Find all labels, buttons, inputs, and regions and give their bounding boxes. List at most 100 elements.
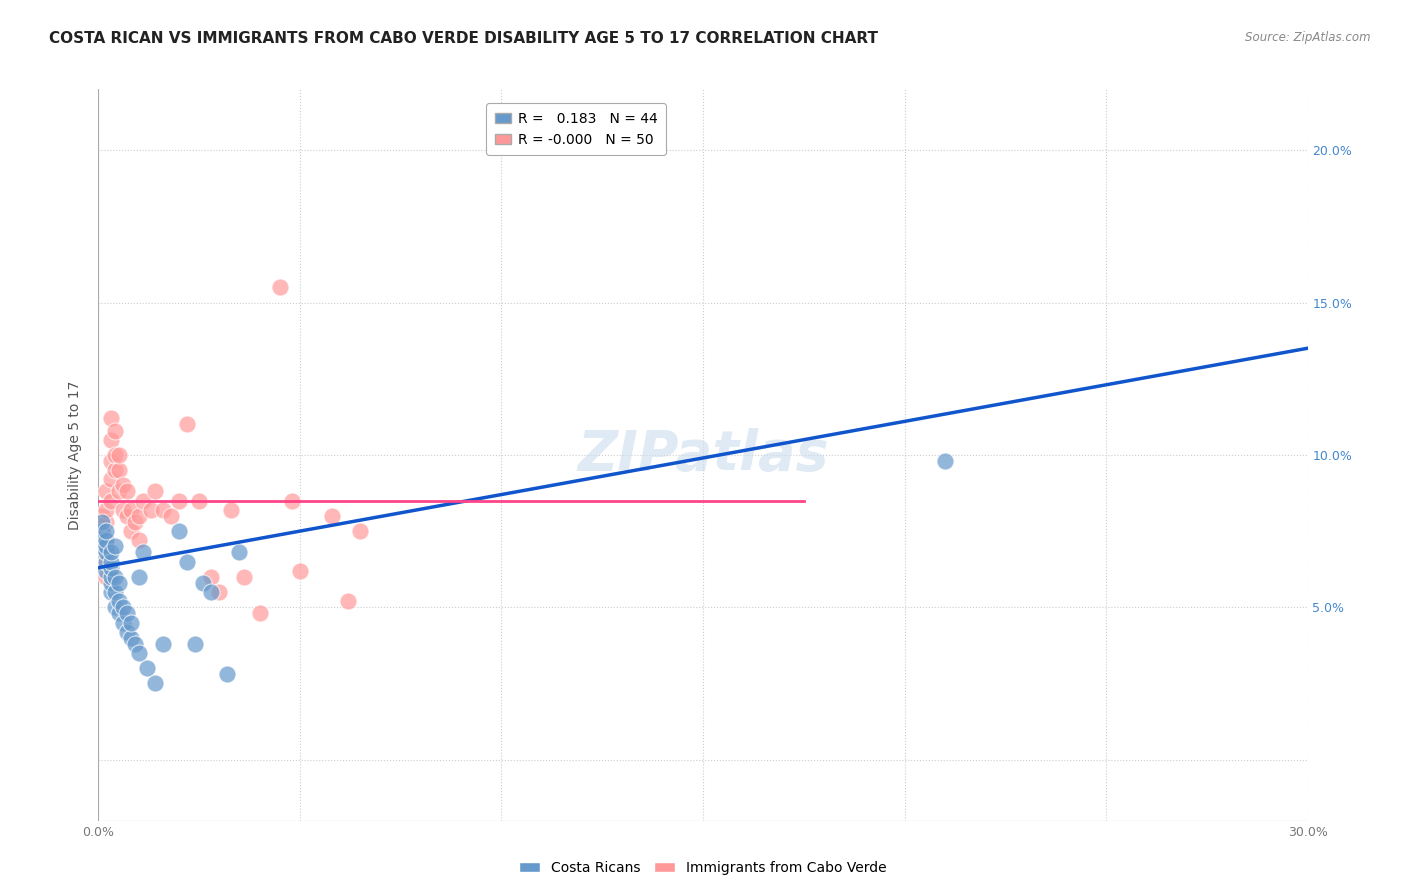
Point: [96, 570, 118, 584]
Point: [152, 502, 174, 516]
Point: [176, 417, 198, 432]
Point: [128, 508, 150, 523]
Point: [193, 576, 215, 591]
Point: [107, 484, 129, 499]
Point: [128, 570, 150, 584]
Point: [103, 539, 125, 553]
Point: [96, 502, 118, 516]
Text: COSTA RICAN VS IMMIGRANTS FROM CABO VERDE DISABILITY AGE 5 TO 17 CORRELATION CHA: COSTA RICAN VS IMMIGRANTS FROM CABO VERD…: [49, 31, 879, 46]
Point: [232, 570, 254, 584]
Point: [91, 533, 114, 548]
Point: [100, 472, 122, 486]
Point: [188, 493, 211, 508]
Point: [103, 424, 125, 438]
Point: [269, 280, 291, 294]
Point: [132, 545, 155, 559]
Point: [120, 502, 142, 516]
Point: [934, 454, 956, 468]
Point: [91, 515, 114, 529]
Point: [228, 545, 250, 559]
Point: [115, 508, 138, 523]
Legend: Costa Ricans, Immigrants from Cabo Verde: Costa Ricans, Immigrants from Cabo Verde: [513, 855, 893, 880]
Text: ZIPatlas: ZIPatlas: [578, 428, 828, 482]
Point: [111, 478, 134, 492]
Point: [100, 555, 122, 569]
Point: [208, 585, 231, 599]
Point: [143, 676, 166, 690]
Point: [349, 524, 371, 538]
Point: [103, 463, 125, 477]
Point: [91, 539, 114, 553]
Point: [249, 607, 271, 621]
Point: [124, 515, 146, 529]
Y-axis label: Disability Age 5 to 17: Disability Age 5 to 17: [69, 380, 83, 530]
Point: [217, 667, 239, 681]
Point: [96, 545, 118, 559]
Point: [100, 585, 122, 599]
Point: [321, 508, 343, 523]
Point: [96, 539, 118, 553]
Legend: R =   0.183   N = 44, R = -0.000   N = 50: R = 0.183 N = 44, R = -0.000 N = 50: [486, 103, 666, 155]
Point: [96, 533, 118, 548]
Point: [96, 515, 118, 529]
Point: [100, 545, 122, 559]
Point: [128, 646, 150, 660]
Point: [288, 564, 311, 578]
Point: [91, 524, 114, 538]
Point: [107, 594, 129, 608]
Point: [200, 585, 222, 599]
Point: [100, 454, 122, 468]
Point: [111, 615, 134, 630]
Point: [111, 600, 134, 615]
Point: [91, 533, 114, 548]
Point: [221, 502, 243, 516]
Point: [115, 624, 138, 639]
Point: [103, 570, 125, 584]
Point: [100, 433, 122, 447]
Point: [96, 524, 118, 538]
Point: [107, 607, 129, 621]
Point: [111, 502, 134, 516]
Point: [128, 533, 150, 548]
Point: [124, 637, 146, 651]
Point: [107, 576, 129, 591]
Point: [139, 502, 162, 516]
Text: Source: ZipAtlas.com: Source: ZipAtlas.com: [1246, 31, 1371, 45]
Point: [281, 493, 304, 508]
Point: [167, 493, 190, 508]
Point: [167, 524, 190, 538]
Point: [91, 524, 114, 538]
Point: [152, 637, 174, 651]
Point: [132, 493, 155, 508]
Point: [115, 607, 138, 621]
Point: [96, 545, 118, 559]
Point: [120, 615, 142, 630]
Point: [184, 637, 207, 651]
Point: [337, 594, 360, 608]
Point: [103, 600, 125, 615]
Point: [107, 448, 129, 462]
Point: [100, 576, 122, 591]
Point: [96, 555, 118, 569]
Point: [103, 448, 125, 462]
Point: [135, 661, 157, 675]
Point: [120, 631, 142, 645]
Point: [91, 508, 114, 523]
Point: [200, 570, 222, 584]
Point: [91, 539, 114, 553]
Point: [96, 564, 118, 578]
Point: [100, 560, 122, 574]
Point: [96, 533, 118, 548]
Point: [100, 570, 122, 584]
Point: [103, 585, 125, 599]
Point: [100, 411, 122, 425]
Point: [115, 484, 138, 499]
Point: [107, 463, 129, 477]
Point: [176, 555, 198, 569]
Point: [143, 484, 166, 499]
Point: [96, 484, 118, 499]
Point: [160, 508, 183, 523]
Point: [100, 493, 122, 508]
Point: [120, 524, 142, 538]
Point: [96, 555, 118, 569]
